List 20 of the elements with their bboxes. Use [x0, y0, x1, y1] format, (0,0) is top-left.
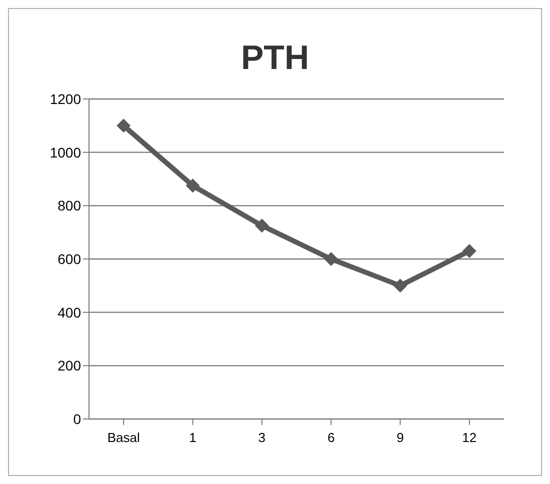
point	[186, 178, 200, 193]
y-tick-label: 0	[73, 410, 82, 427]
x-tick-label: 3	[258, 430, 266, 446]
y-tick-label: 1000	[50, 144, 82, 160]
x-tick-label: 6	[327, 430, 335, 446]
point	[324, 252, 338, 266]
x-tick-label: 1	[189, 430, 196, 446]
y-tick-label: 400	[58, 304, 82, 320]
y-tick-label: 600	[58, 250, 82, 267]
x-tick-label: 12	[462, 430, 477, 446]
point	[393, 278, 408, 293]
point	[254, 218, 269, 233]
y-tick-label: 1200	[50, 90, 82, 107]
x-tick-label: 9	[396, 430, 404, 446]
point	[116, 118, 131, 133]
chart-title: PTH	[240, 39, 310, 79]
x-tick-label: Basal	[107, 430, 140, 446]
point	[462, 244, 476, 258]
y-tick-label: 200	[58, 358, 82, 374]
y-tick-label: 800	[58, 198, 82, 214]
